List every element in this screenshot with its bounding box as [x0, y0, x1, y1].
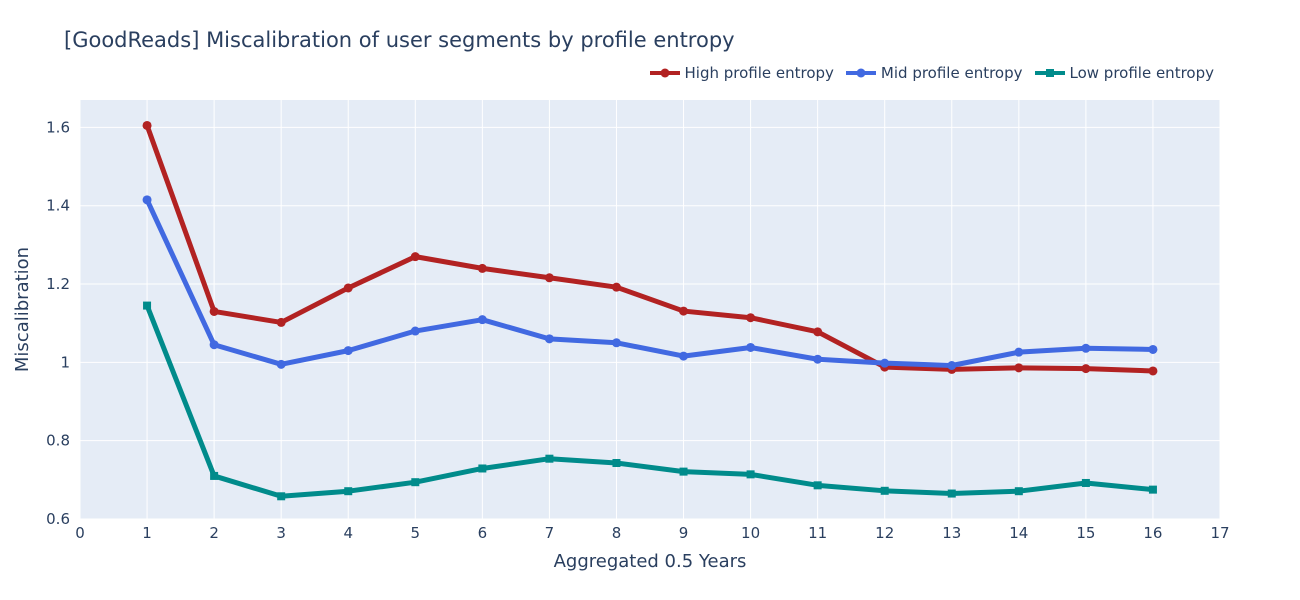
x-tick-label: 7: [545, 524, 555, 542]
series-line-high-profile-entropy: [144, 122, 1156, 374]
data-point: [1148, 344, 1158, 354]
data-point: [612, 459, 621, 468]
data-point: [1014, 347, 1024, 357]
y-tick-label: 0.8: [46, 432, 70, 450]
chart-title: [GoodReads] Miscalibration of user segme…: [64, 28, 735, 52]
y-tick-label: 1.4: [46, 197, 70, 215]
x-tick-label: 0: [75, 524, 85, 542]
data-point: [746, 313, 756, 323]
data-point: [947, 360, 957, 370]
y-tick-label: 1.6: [46, 118, 70, 136]
x-tick-label: 10: [741, 524, 760, 542]
y-tick-label: 1: [60, 353, 70, 371]
x-tick-label: 13: [942, 524, 961, 542]
x-tick-label: 14: [1009, 524, 1028, 542]
x-tick-label: 4: [343, 524, 353, 542]
x-axis-title: Aggregated 0.5 Years: [554, 551, 747, 572]
data-point: [1081, 478, 1090, 487]
legend-swatch-high: [649, 68, 680, 78]
data-point: [1081, 364, 1091, 374]
data-point: [142, 120, 152, 130]
legend-item-high[interactable]: High profile entropy: [649, 64, 834, 82]
data-point: [679, 467, 688, 476]
data-point: [209, 340, 219, 350]
data-point: [813, 481, 822, 490]
y-tick-label: 0.6: [46, 510, 70, 528]
data-point: [545, 454, 554, 463]
x-tick-label: 5: [411, 524, 421, 542]
data-point: [343, 346, 353, 356]
data-point: [142, 195, 152, 205]
data-point: [277, 492, 286, 501]
y-tick-label: 1.2: [46, 275, 70, 293]
legend-label-low: Low profile entropy: [1069, 64, 1215, 82]
x-tick-label: 9: [679, 524, 689, 542]
x-tick-label: 3: [276, 524, 286, 542]
legend-swatch-mid: [845, 68, 876, 78]
legend-item-mid[interactable]: Mid profile entropy: [845, 64, 1023, 82]
series-line-mid-profile-entropy: [144, 197, 1156, 368]
data-point: [143, 301, 152, 310]
data-point: [544, 334, 554, 344]
data-point: [411, 478, 420, 487]
plot-area: [80, 100, 1220, 519]
data-point: [276, 359, 286, 369]
data-point: [1014, 487, 1023, 496]
data-point: [746, 470, 755, 479]
data-point: [477, 315, 487, 325]
data-point: [478, 464, 487, 473]
data-point: [209, 306, 219, 316]
data-point: [679, 351, 689, 361]
data-point: [813, 354, 823, 364]
data-point: [947, 489, 956, 498]
series-line-low-profile-entropy: [144, 303, 1156, 499]
data-point: [1148, 485, 1157, 494]
data-point: [544, 273, 554, 283]
legend-swatch-low: [1034, 69, 1065, 77]
x-tick-label: 17: [1210, 524, 1229, 542]
x-tick-label: 6: [478, 524, 488, 542]
data-point: [210, 471, 219, 480]
data-point: [1014, 363, 1024, 373]
legend-label-high: High profile entropy: [684, 64, 834, 82]
data-point: [1081, 343, 1091, 353]
legend: High profile entropy Mid profile entropy…: [638, 64, 1215, 82]
legend-item-low[interactable]: Low profile entropy: [1034, 64, 1215, 82]
data-point: [343, 283, 353, 293]
data-point: [813, 327, 823, 337]
data-point: [344, 487, 353, 496]
data-point: [276, 317, 286, 327]
data-point: [611, 338, 621, 348]
x-tick-label: 11: [808, 524, 827, 542]
data-point: [1148, 366, 1158, 376]
legend-label-mid: Mid profile entropy: [880, 64, 1023, 82]
x-tick-label: 12: [875, 524, 894, 542]
data-point: [410, 252, 420, 262]
data-point: [679, 306, 689, 316]
data-point: [880, 358, 890, 368]
x-tick-label: 15: [1076, 524, 1095, 542]
data-point: [880, 486, 889, 495]
x-tick-label: 2: [209, 524, 219, 542]
data-point: [611, 282, 621, 292]
data-point: [746, 342, 756, 352]
y-axis-title: Miscalibration: [12, 247, 33, 372]
x-tick-label: 16: [1143, 524, 1162, 542]
data-point: [477, 263, 487, 273]
data-point: [410, 326, 420, 336]
x-tick-label: 1: [142, 524, 152, 542]
x-tick-label: 8: [612, 524, 622, 542]
